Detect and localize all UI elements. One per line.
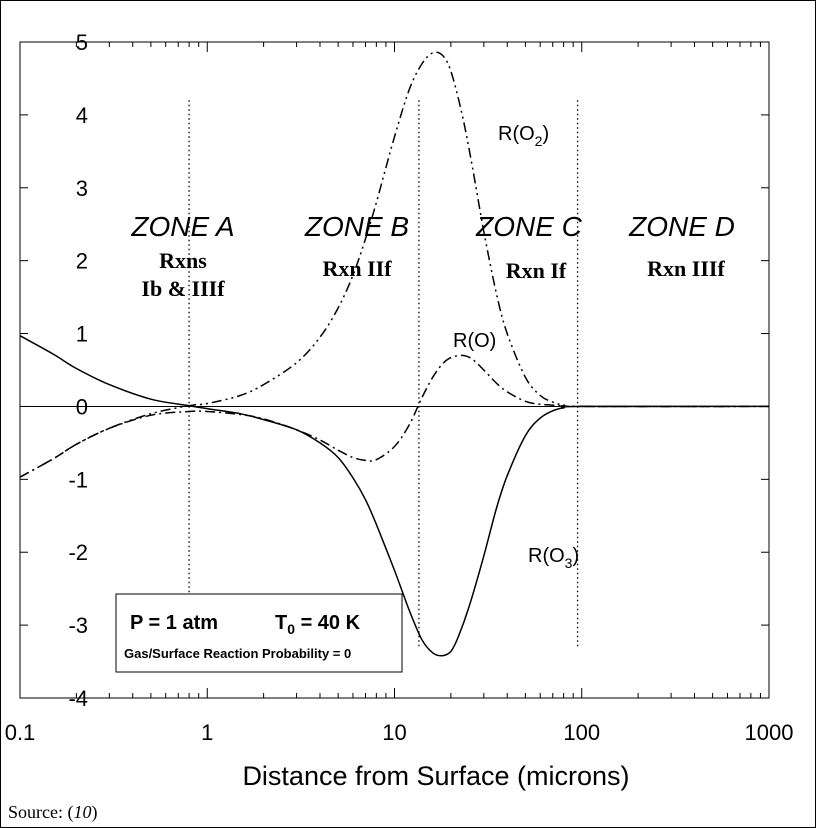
x-tick-label: 1 xyxy=(201,720,213,745)
zone-c-label: ZONE C xyxy=(475,211,583,242)
y-tick-label: -4 xyxy=(68,686,88,711)
series-line-ro xyxy=(19,354,770,478)
source-note: Source: (10) xyxy=(8,802,97,823)
zone-a-rxn-line1: Rxns xyxy=(159,248,207,273)
x-axis-label: Distance from Surface (microns) xyxy=(242,761,629,791)
x-tick-label: 1000 xyxy=(745,720,794,745)
zone-b-label: ZONE B xyxy=(304,211,409,242)
y-tick-label: 3 xyxy=(76,176,88,201)
curves xyxy=(19,51,770,657)
y-tick-label: -2 xyxy=(68,540,88,565)
zone-b-rxn-line1: Rxn IIf xyxy=(322,256,392,281)
x-tick-label: 0.1 xyxy=(5,720,36,745)
x-tick-label: 100 xyxy=(563,720,600,745)
zone-c-rxn-line1: Rxn If xyxy=(506,258,567,283)
label-r-o2: R(O2) xyxy=(498,123,549,149)
info-box: P = 1 atm T0 = 40 K Gas/Surface Reaction… xyxy=(115,593,403,673)
info-box-pressure: P = 1 atm xyxy=(130,612,218,634)
series-line-ro3 xyxy=(19,335,770,657)
y-tick-label: -3 xyxy=(68,613,88,638)
zone-d-label: ZONE D xyxy=(628,211,735,242)
zone-boundaries xyxy=(188,100,579,647)
label-r-o: R(O) xyxy=(453,330,496,352)
x-tick-label: 10 xyxy=(382,720,406,745)
y-tick-label: -1 xyxy=(68,467,88,492)
zone-a-label: ZONE A xyxy=(130,211,234,242)
label-r-o3: R(O3) xyxy=(528,545,579,571)
y-tick-label: 1 xyxy=(76,322,88,347)
series-line-ro2 xyxy=(19,51,770,478)
y-tick-label: 4 xyxy=(76,103,88,128)
zone-d-rxn-line1: Rxn IIIf xyxy=(647,256,725,281)
zone-a-rxn-line2: Ib & IIIf xyxy=(141,276,225,301)
y-tick-label: 2 xyxy=(76,249,88,274)
info-box-probability: Gas/Surface Reaction Probability = 0 xyxy=(124,646,351,661)
y-tick-label: 5 xyxy=(76,30,88,55)
info-box-temperature: T0 = 40 K xyxy=(275,612,361,637)
